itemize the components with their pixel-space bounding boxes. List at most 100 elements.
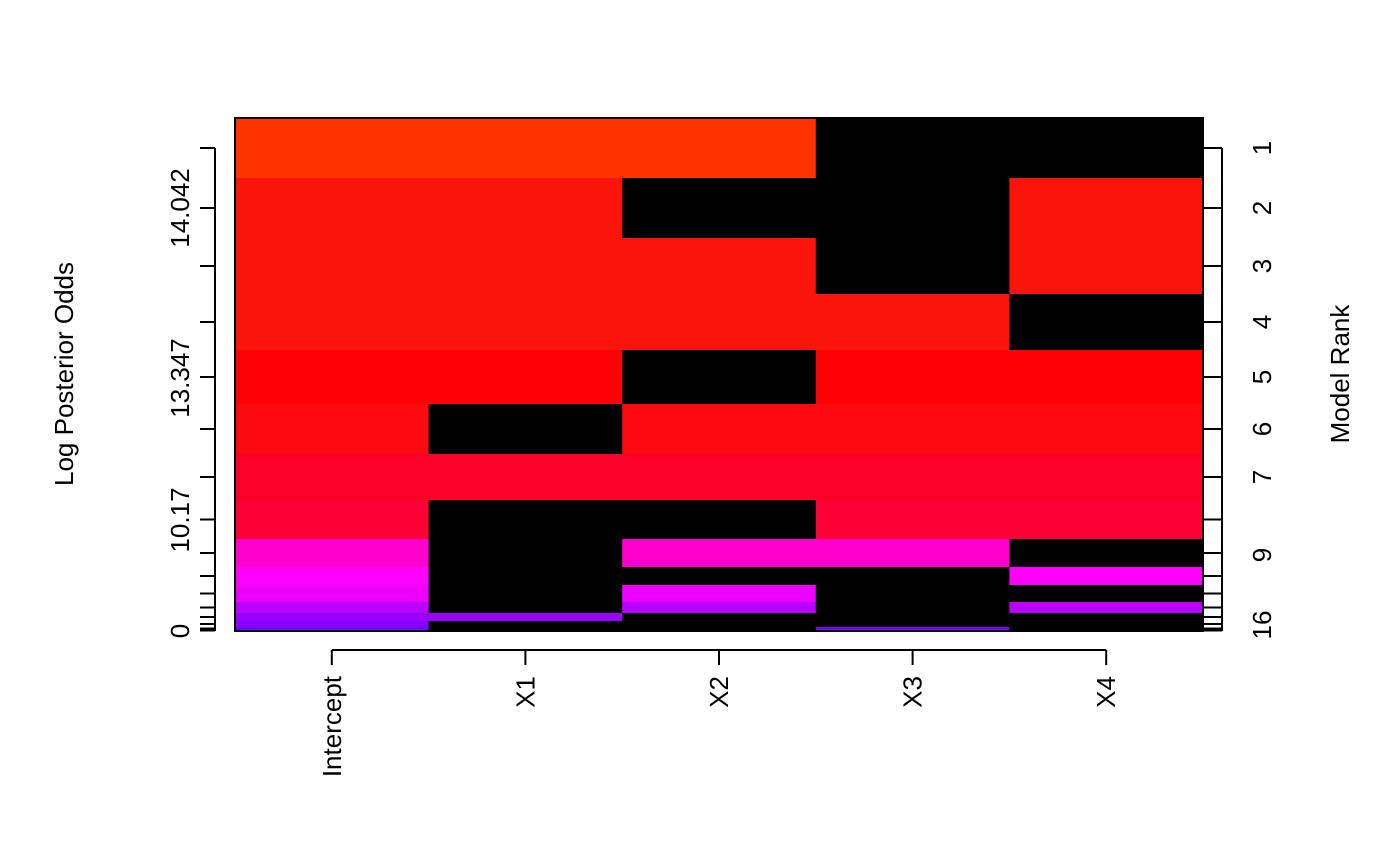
heatmap-cell: [428, 404, 623, 455]
heatmap-cell: [428, 500, 623, 540]
heatmap-cell: [428, 350, 623, 405]
left-tick-label: 13.347: [165, 338, 195, 418]
heatmap-cell: [622, 539, 817, 568]
right-tick-label: 2: [1247, 201, 1277, 215]
heatmap-cell: [235, 350, 430, 405]
heatmap-cell: [622, 178, 817, 239]
heatmap-cell: [815, 585, 1010, 603]
heatmap-cell: [815, 238, 1010, 295]
heatmap-cell: [235, 627, 430, 631]
heatmap-cell: [1009, 294, 1204, 351]
heatmap-cell: [428, 539, 623, 568]
heatmap-cell: [428, 454, 623, 501]
left-tick-label: 14.042: [165, 168, 195, 248]
right-tick-label: 5: [1247, 370, 1277, 384]
right-axis: 1 2 3 4 5 6 7 9 16: [1203, 141, 1277, 640]
heatmap-cell: [815, 539, 1010, 568]
heatmap-cell: [622, 621, 817, 628]
heatmap-cell: [1009, 454, 1204, 501]
heatmap-cell: [815, 118, 1010, 179]
heatmap-cell: [1009, 621, 1204, 628]
heatmap-cell: [428, 627, 623, 631]
heatmap-cell: [622, 294, 817, 351]
heatmap-cell: [815, 613, 1010, 622]
heatmap-cell: [815, 602, 1010, 614]
heatmap-cell: [815, 621, 1010, 628]
heatmap-cell: [235, 118, 430, 179]
heatmap-cell: [815, 178, 1010, 239]
left-tick-label: 10.17: [165, 487, 195, 552]
heatmap-cell: [1009, 613, 1204, 622]
heatmap-cell: [622, 404, 817, 455]
heatmap-cell: [428, 602, 623, 614]
heatmap-cell: [428, 178, 623, 239]
heatmap-cell: [622, 500, 817, 540]
right-axis-title: Model Rank: [1325, 304, 1355, 444]
heatmap-cell: [235, 294, 430, 351]
heatmap-cells: [235, 118, 1204, 632]
heatmap-cell: [622, 350, 817, 405]
heatmap-cell: [815, 567, 1010, 586]
variable-label: Intercept: [317, 675, 347, 777]
heatmap-cell: [235, 539, 430, 568]
heatmap-cell: [815, 404, 1010, 455]
heatmap-cell: [235, 613, 430, 622]
right-tick-label: 9: [1247, 548, 1277, 562]
heatmap-cell: [1009, 178, 1204, 239]
heatmap-cell: [1009, 350, 1204, 405]
plot-border: [234, 117, 1204, 632]
heatmap-cell: [235, 585, 430, 603]
left-axis: 0 10.17 13.347 14.042: [165, 147, 216, 638]
heatmap-cell: [235, 621, 430, 628]
heatmap-cell: [1009, 627, 1204, 631]
heatmap-cell: [235, 178, 430, 239]
heatmap-cell: [235, 567, 430, 586]
heatmap-cell: [815, 500, 1010, 540]
right-tick-label: 3: [1247, 259, 1277, 273]
variable-label: X4: [1091, 676, 1121, 708]
heatmap-cell: [622, 454, 817, 501]
heatmap-cell: [428, 585, 623, 603]
heatmap-cell: [235, 454, 430, 501]
heatmap-cell: [622, 567, 817, 586]
heatmap-cell: [428, 567, 623, 586]
right-tick-label: 7: [1247, 470, 1277, 484]
heatmap-cell: [1009, 500, 1204, 540]
variable-label: X2: [704, 676, 734, 708]
bottom-axis: Intercept X1 X2 X3 X4: [317, 649, 1121, 777]
left-axis-title: Log Posterior Odds: [49, 262, 79, 486]
heatmap-cell: [235, 500, 430, 540]
heatmap-cell: [815, 454, 1010, 501]
heatmap-cell: [1009, 567, 1204, 586]
right-tick-label: 16: [1247, 611, 1277, 640]
heatmap-cell: [622, 118, 817, 179]
heatmap-cell: [622, 585, 817, 603]
heatmap-cell: [235, 238, 430, 295]
right-tick-label: 6: [1247, 422, 1277, 436]
heatmap-cell: [1009, 585, 1204, 603]
heatmap-cell: [815, 350, 1010, 405]
right-tick-label: 1: [1247, 141, 1277, 155]
heatmap-cell: [622, 238, 817, 295]
heatmap-cell: [428, 613, 623, 622]
heatmap-cell: [622, 602, 817, 614]
heatmap-cell: [235, 404, 430, 455]
heatmap-cell: [428, 621, 623, 628]
heatmap-cell: [428, 294, 623, 351]
right-tick-label: 4: [1247, 315, 1277, 329]
left-tick-label: 0: [165, 624, 195, 638]
heatmap-cell: [622, 613, 817, 622]
heatmap-cell: [815, 627, 1010, 631]
heatmap-cell: [1009, 118, 1204, 179]
heatmap-cell: [1009, 602, 1204, 614]
heatmap-cell: [428, 238, 623, 295]
heatmap-cell: [1009, 404, 1204, 455]
variable-label: X1: [510, 676, 540, 708]
variable-label: X3: [898, 676, 928, 708]
heatmap-cell: [235, 602, 430, 614]
heatmap-cell: [815, 294, 1010, 351]
heatmap-cell: [622, 627, 817, 631]
heatmap-cell: [1009, 539, 1204, 568]
heatmap-cell: [1009, 238, 1204, 295]
